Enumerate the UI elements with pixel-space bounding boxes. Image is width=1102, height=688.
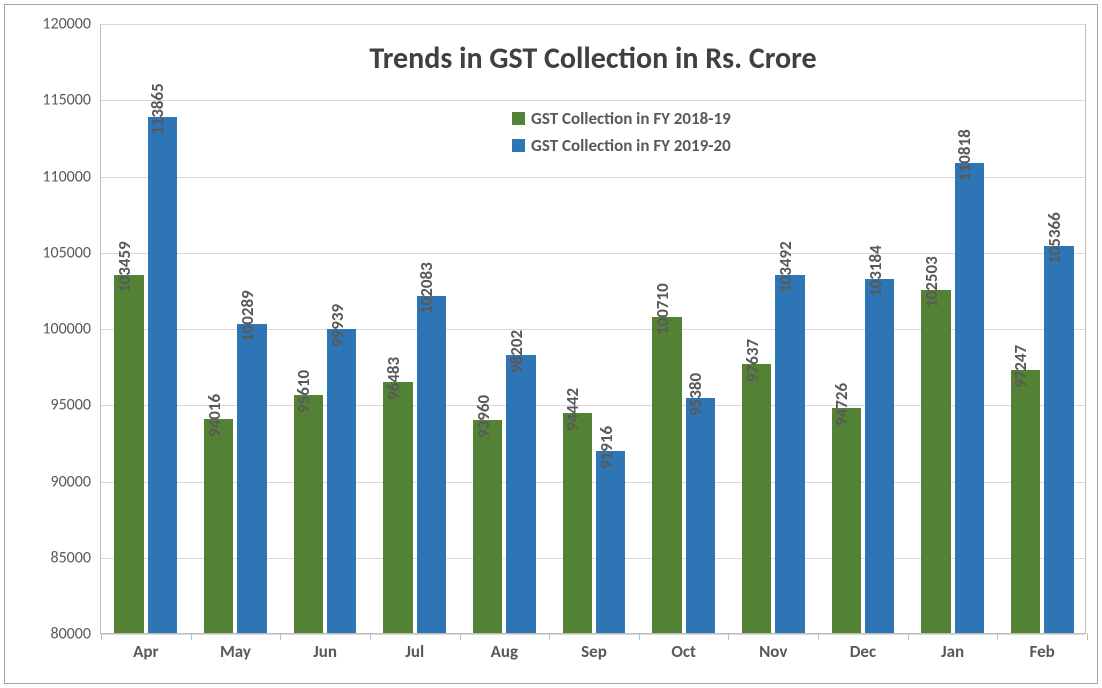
bar-data-label: 99939 (327, 304, 348, 347)
bar-data-label: 93960 (473, 395, 494, 438)
x-axis-tick-label: Dec (850, 633, 876, 662)
y-gridline (101, 177, 1085, 178)
y-axis-tick-label: 105000 (42, 243, 101, 262)
bar (686, 398, 715, 633)
x-axis-tick-label: Aug (491, 633, 518, 662)
x-axis-tick-label: Jun (313, 633, 337, 662)
x-tick-mark (280, 633, 281, 640)
bar-data-label: 97247 (1010, 345, 1031, 388)
bar (563, 413, 592, 633)
x-tick-mark (728, 633, 729, 640)
bar-data-label: 97637 (742, 339, 763, 382)
bar-data-label: 94016 (204, 394, 225, 437)
bar-data-label: 100289 (237, 290, 258, 342)
bar (921, 290, 950, 633)
bar-data-label: 103459 (114, 242, 135, 294)
bar (832, 408, 861, 633)
bar (742, 364, 771, 633)
bar (1044, 246, 1073, 633)
x-axis-tick-label: Sep (581, 633, 607, 662)
y-gridline (101, 253, 1085, 254)
x-tick-mark (101, 633, 102, 640)
y-axis-tick-label: 85000 (50, 548, 101, 567)
bar (865, 279, 894, 633)
x-axis-tick-label: Feb (1030, 633, 1055, 662)
x-axis-tick-label: Jul (405, 633, 424, 662)
x-tick-mark (818, 633, 819, 640)
y-axis-tick-label: 120000 (42, 15, 101, 34)
bar (596, 451, 625, 633)
x-tick-mark (460, 633, 461, 640)
chart-container: Trends in GST Collection in Rs. Crore 80… (0, 0, 1102, 688)
bar-data-label: 102083 (416, 263, 437, 315)
bar-data-label: 110818 (954, 129, 975, 181)
legend-swatch (512, 112, 525, 125)
y-axis-tick-label: 115000 (42, 91, 101, 110)
bar (473, 420, 502, 633)
x-tick-mark (370, 633, 371, 640)
legend-swatch (512, 139, 525, 152)
bar (327, 329, 356, 633)
bar-data-label: 103492 (775, 241, 796, 293)
x-axis-tick-label: May (220, 633, 251, 662)
y-axis-tick-label: 110000 (42, 167, 101, 186)
y-axis-tick-label: 90000 (50, 472, 101, 491)
bar-data-label: 102503 (921, 256, 942, 308)
x-axis-tick-label: Oct (671, 633, 696, 662)
bar (148, 117, 177, 633)
legend-item: GST Collection in FY 2018-19 (512, 108, 731, 129)
x-tick-mark (997, 633, 998, 640)
bar (294, 395, 323, 633)
x-tick-mark (549, 633, 550, 640)
legend-item: GST Collection in FY 2019-20 (512, 135, 731, 156)
x-tick-mark (908, 633, 909, 640)
bar-data-label: 98202 (506, 330, 527, 373)
y-axis-tick-label: 80000 (50, 625, 101, 644)
bar-data-label: 96483 (383, 357, 404, 400)
x-axis-tick-label: Jan (941, 633, 964, 662)
bar (417, 296, 446, 633)
bar-data-label: 94726 (831, 383, 852, 426)
bar-data-label: 91916 (596, 426, 617, 469)
bar (652, 317, 681, 633)
bar-data-label: 95380 (685, 373, 706, 416)
y-gridline (101, 24, 1085, 25)
y-axis-tick-label: 95000 (50, 396, 101, 415)
bar-data-label: 103184 (865, 246, 886, 298)
bar-data-label: 105366 (1044, 212, 1065, 264)
bar-data-label: 113865 (147, 83, 168, 135)
y-gridline (101, 100, 1085, 101)
legend-label: GST Collection in FY 2019-20 (531, 135, 731, 156)
bar (383, 382, 412, 633)
bar-data-label: 100710 (652, 283, 673, 335)
bar-data-label: 94442 (562, 388, 583, 431)
x-axis-tick-label: Apr (133, 633, 158, 662)
y-axis-tick-label: 100000 (42, 320, 101, 339)
bar (204, 419, 233, 633)
x-tick-mark (1087, 633, 1088, 640)
x-axis-tick-label: Nov (759, 633, 787, 662)
x-tick-mark (639, 633, 640, 640)
bar (237, 324, 266, 633)
bar (506, 355, 535, 633)
bar (1011, 370, 1040, 633)
legend: GST Collection in FY 2018-19 GST Collecti… (512, 108, 731, 156)
x-tick-mark (191, 633, 192, 640)
bar-data-label: 95610 (293, 370, 314, 413)
legend-label: GST Collection in FY 2018-19 (531, 108, 731, 129)
bar (114, 275, 143, 633)
bar (775, 275, 804, 633)
bar (955, 163, 984, 633)
